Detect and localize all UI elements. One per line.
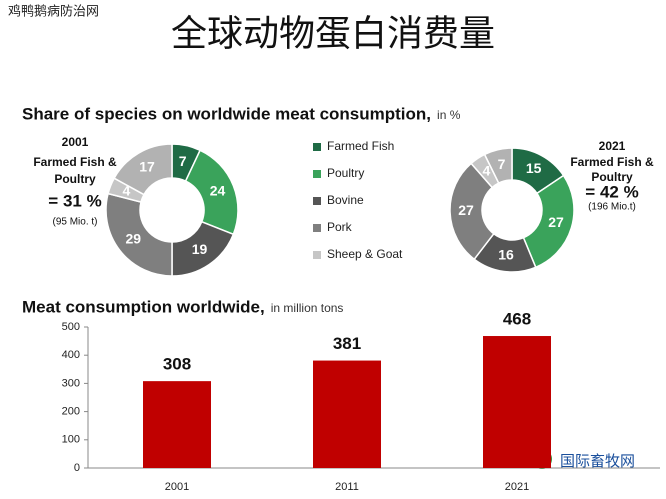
data-label: 24 bbox=[210, 183, 226, 199]
x-tick-label: 2021 bbox=[505, 481, 529, 493]
annotation: 2001 bbox=[62, 135, 89, 149]
y-tick-label: 400 bbox=[62, 349, 80, 361]
data-label: 7 bbox=[498, 156, 506, 172]
y-tick-label: 100 bbox=[62, 434, 80, 446]
chart-subtitle: in million tons bbox=[271, 301, 344, 315]
legend-label: Pork bbox=[327, 220, 353, 234]
donut-segment bbox=[105, 192, 173, 277]
donut-segment bbox=[113, 143, 173, 196]
donut-segment bbox=[483, 147, 513, 185]
y-tick-label: 200 bbox=[62, 406, 80, 418]
data-label: 27 bbox=[548, 214, 564, 230]
legend-label: Poultry bbox=[327, 166, 364, 180]
annotation: = 31 % bbox=[48, 191, 101, 210]
y-tick-label: 500 bbox=[62, 321, 80, 333]
data-label: 17 bbox=[139, 159, 155, 175]
page-title: 全球动物蛋白消费量 bbox=[171, 13, 495, 54]
data-label: 7 bbox=[179, 153, 187, 169]
legend-swatch bbox=[313, 224, 321, 232]
chart-subtitle: in % bbox=[437, 108, 461, 122]
legend-swatch bbox=[313, 251, 321, 259]
data-label: 381 bbox=[333, 334, 361, 353]
legend-swatch bbox=[313, 197, 321, 205]
bar bbox=[313, 360, 381, 468]
watermark: 国际畜牧网 bbox=[560, 453, 635, 470]
data-label: 27 bbox=[458, 202, 474, 218]
legend-label: Farmed Fish bbox=[327, 139, 394, 153]
data-label: 29 bbox=[125, 231, 141, 247]
donut-segment bbox=[449, 162, 495, 261]
data-label: 16 bbox=[498, 246, 514, 262]
donut-segment bbox=[522, 174, 575, 269]
legend-swatch bbox=[313, 170, 321, 178]
data-label: 308 bbox=[163, 355, 191, 374]
y-tick-label: 300 bbox=[62, 377, 80, 389]
y-tick-label: 0 bbox=[74, 462, 80, 474]
x-tick-label: 2001 bbox=[165, 481, 189, 493]
annotation: Farmed Fish & bbox=[570, 155, 654, 169]
annotation: Poultry bbox=[54, 172, 96, 186]
annotation: (196 Mio.t) bbox=[588, 202, 636, 213]
bar bbox=[143, 381, 211, 468]
legend-label: Sheep & Goat bbox=[327, 247, 403, 261]
legend-label: Bovine bbox=[327, 193, 364, 207]
annotation: 2021 bbox=[599, 139, 626, 153]
watermark: 鸡鸭鹅病防治网 bbox=[8, 3, 99, 18]
chart-title: Meat consumption worldwide, bbox=[22, 297, 265, 316]
data-label: 15 bbox=[526, 160, 542, 176]
chart-title: Share of species on worldwide meat consu… bbox=[22, 104, 431, 123]
data-label: 4 bbox=[123, 183, 131, 199]
bar bbox=[483, 336, 551, 468]
x-tick-label: 2011 bbox=[335, 481, 359, 493]
annotation: Poultry bbox=[591, 170, 633, 184]
annotation: (95 Mio. t) bbox=[52, 217, 97, 228]
legend-swatch bbox=[313, 143, 321, 151]
annotation: Farmed Fish & bbox=[33, 155, 117, 169]
annotation: = 42 % bbox=[585, 182, 638, 201]
data-label: 19 bbox=[192, 241, 208, 257]
data-label: 4 bbox=[483, 162, 491, 178]
data-label: 468 bbox=[503, 310, 531, 329]
